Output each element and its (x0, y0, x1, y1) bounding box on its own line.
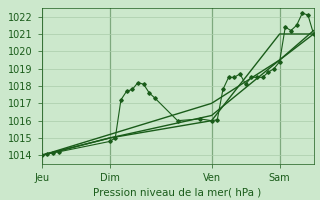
X-axis label: Pression niveau de la mer( hPa ): Pression niveau de la mer( hPa ) (93, 187, 262, 197)
